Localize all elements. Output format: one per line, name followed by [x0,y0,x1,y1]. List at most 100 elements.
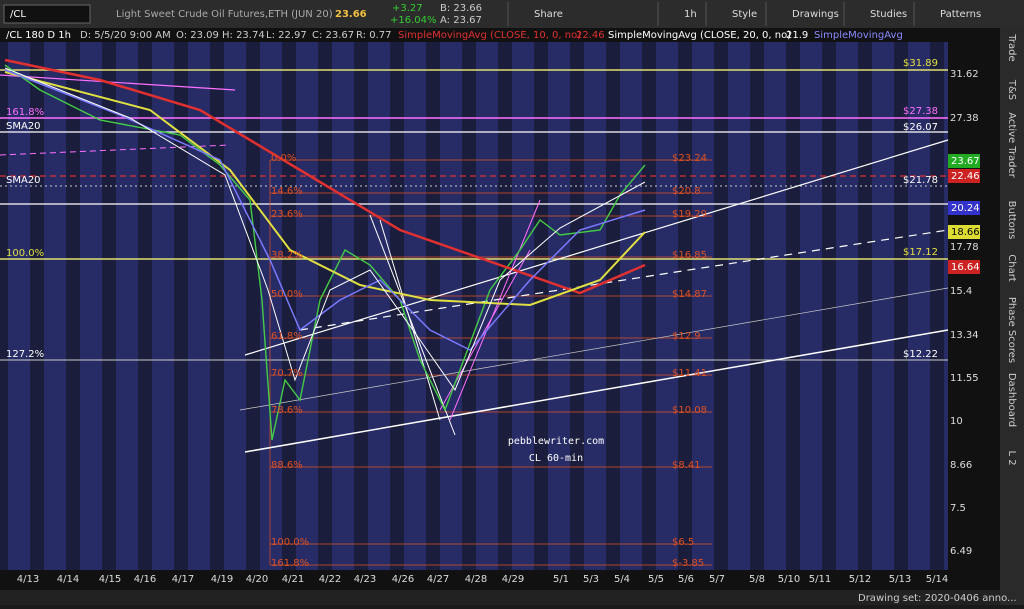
change-pct: +16.04% [390,15,437,26]
price-badge-text: 22.46 [951,171,980,182]
price-tick: 27.38 [950,113,979,124]
price-tick: 15.4 [950,286,972,297]
sma-white [4,67,646,392]
price-tick: 8.66 [950,460,972,471]
price-badge [948,201,980,215]
fib-pct: 70.7% [271,368,303,379]
date-tick: 4/19 [211,574,233,585]
price-badge-text: 20.24 [951,203,980,214]
annotation: $21.78 [903,175,938,186]
trend-line [369,214,456,436]
session-band [188,42,210,570]
fib-price: $23.24 [672,153,707,164]
side-tab[interactable]: T&S [1006,79,1017,100]
date-tick: 4/14 [57,574,79,585]
side-tab[interactable]: L 2 [1006,450,1017,465]
toolbar-button[interactable]: Patterns [940,9,981,20]
session-band [836,42,858,570]
session-band [116,42,138,570]
session-band [260,42,282,570]
date-tick: 4/15 [99,574,121,585]
date-tick: 4/26 [392,574,414,585]
toolbar-button[interactable]: 1h [684,9,697,20]
trend-line [379,219,441,421]
info-item: 22.46 [576,30,605,41]
date-tick: 5/7 [709,574,725,585]
session-band [296,42,318,570]
annotation: 161.8% [6,107,44,118]
session-band [404,42,426,570]
date-tick: 5/8 [749,574,765,585]
side-tab[interactable]: Phase Scores [1006,297,1017,363]
price-tick: 7.5 [950,503,966,514]
session-band [620,42,642,570]
date-tick: 4/17 [172,574,194,585]
side-tab[interactable]: Chart [1006,254,1017,282]
trend-line [449,199,541,421]
watermark: CL 60-min [529,453,583,464]
date-tick: 4/16 [134,574,156,585]
info-item: C: 23.67 [312,30,354,41]
date-axis [0,570,1000,590]
date-tick: 4/23 [354,574,376,585]
price-tick: 6.49 [950,546,972,557]
change: +3.27 [392,3,423,14]
annotation: $26.07 [903,122,938,133]
fib-price: $11.41 [672,368,707,379]
side-tab[interactable]: Trade [1006,33,1017,61]
session-band [224,42,246,570]
info-item: SimpleMovingAvg [814,30,903,41]
bid: B: 23.66 [440,3,482,14]
fib-price: $8.41 [672,460,701,471]
session-band [728,42,750,570]
date-tick: 4/29 [502,574,524,585]
fib-pct: 100.0% [271,537,309,548]
sma-yellow [4,71,646,307]
price-badge-text: 18.66 [951,227,980,238]
price-badge-text: 23.67 [951,156,980,167]
session-band [872,42,894,570]
date-tick: 5/14 [926,574,948,585]
toolbar-button[interactable]: Style [732,9,757,20]
info-item: 21.9 [786,30,808,41]
session-band [692,42,714,570]
fib-price: $19.29 [672,209,707,220]
fib-pct: 161.8% [271,558,309,569]
annotation: $17.12 [903,247,938,258]
last-price: 23.66 [335,9,367,20]
info-item: O: 23.09 [176,30,219,41]
info-item: L: 22.97 [266,30,307,41]
side-tab[interactable]: Dashboard [1006,373,1017,427]
side-tab[interactable]: Active Trader [1006,112,1017,178]
date-tick: 5/10 [778,574,800,585]
symbol-box[interactable] [3,4,91,24]
annotation: SMA20 [6,121,41,132]
session-band [80,42,102,570]
toolbar-button[interactable]: Share [534,9,563,20]
price-axis [948,42,1000,570]
session-band [8,42,30,570]
session-band [332,42,354,570]
session-band [800,42,822,570]
fib-pct: 61.8% [271,331,303,342]
session-band [584,42,606,570]
date-tick: 5/11 [809,574,831,585]
price-tick: 13.34 [950,330,979,341]
info-item: /CL 180 D 1h [6,30,71,41]
description: Light Sweet Crude Oil Futures,ETH (JUN 2… [116,9,333,20]
date-tick: 5/5 [648,574,664,585]
fib-pct: 38.2% [271,250,303,261]
date-tick: 4/27 [427,574,449,585]
info-item: SimpleMovingAvg (CLOSE, 20, 0, no) [608,30,791,41]
toolbar-button[interactable]: Drawings [792,9,839,20]
price-badge [948,169,980,183]
fib-pct: 0.0% [271,153,296,164]
price-line [4,64,646,441]
toolbar [0,0,1024,28]
side-tab[interactable]: Buttons [1006,201,1017,240]
toolbar-button[interactable]: Studies [870,9,907,20]
session-band [548,42,570,570]
date-tick: 4/28 [465,574,487,585]
date-tick: 5/1 [553,574,569,585]
status-text: Drawing set: 2020-0406 anno... [858,593,1017,604]
